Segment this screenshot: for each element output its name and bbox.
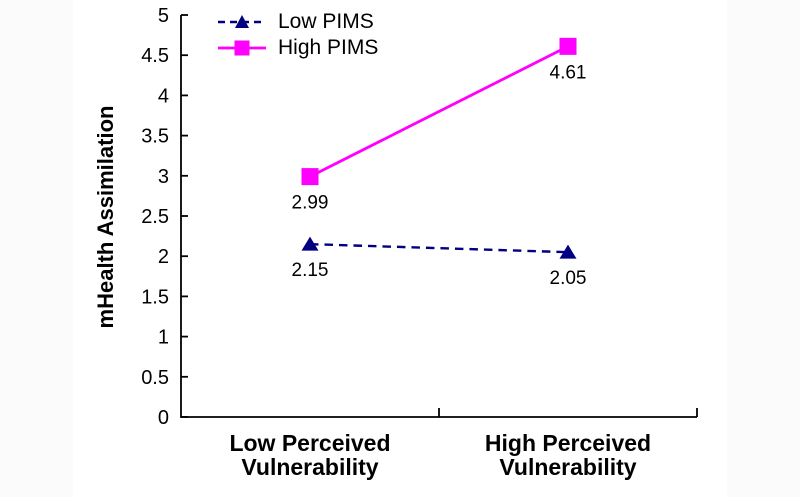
y-tick-label: 0.5 — [141, 367, 169, 389]
y-tick-label: 4.5 — [141, 45, 169, 67]
x-category-label-high-perceived-vulnerability: High Perceived Vulnerability — [418, 431, 718, 479]
legend-label-high-pims: High PIMS — [278, 36, 379, 59]
axis-lines — [180, 15, 697, 418]
y-tick-label: 1 — [158, 327, 169, 349]
x-category-label-line: Vulnerability — [241, 454, 379, 480]
low-pims-data-label: 2.05 — [550, 268, 587, 289]
y-tick-label: 2 — [158, 246, 169, 268]
high-pims-marker — [301, 168, 319, 186]
legend-label-low-pims: Low PIMS — [278, 10, 374, 33]
low-pims-data-label: 2.15 — [292, 260, 329, 281]
low-pims-dashed-line-triangle-icon — [218, 15, 266, 28]
low-pims-marker — [559, 244, 577, 259]
high-pims-data-label: 4.61 — [550, 62, 587, 83]
legend-item-high-pims: High PIMS — [217, 35, 378, 61]
y-tick-label: 5 — [158, 5, 169, 27]
y-tick-label: 3.5 — [141, 126, 169, 148]
y-tick-label: 3 — [158, 166, 169, 188]
y-tick-label: 1.5 — [141, 286, 169, 308]
high-pims-data-label: 2.99 — [292, 193, 329, 214]
y-tick-label: 0 — [158, 407, 169, 429]
x-category-label-line: High Perceived — [484, 430, 652, 456]
x-category-label-line: Vulnerability — [499, 454, 637, 480]
legend: Low PIMS High PIMS — [217, 9, 378, 61]
x-category-label-low-perceived-vulnerability: Low Perceived Vulnerability — [160, 431, 460, 479]
high-pims-marker — [559, 37, 577, 55]
high-pims-line — [309, 45, 569, 178]
chart-surface — [73, 0, 727, 497]
low-pims-line — [309, 242, 569, 254]
legend-item-low-pims: Low PIMS — [217, 9, 378, 35]
y-axis-title: mHealth Assimilation — [93, 105, 118, 329]
x-category-label-line: Low Perceived — [229, 430, 391, 456]
y-tick-label: 4 — [158, 85, 169, 107]
high-pims-solid-line-square-icon — [218, 40, 266, 56]
y-tick-label: 2.5 — [141, 206, 169, 228]
low-pims-marker — [301, 236, 319, 251]
